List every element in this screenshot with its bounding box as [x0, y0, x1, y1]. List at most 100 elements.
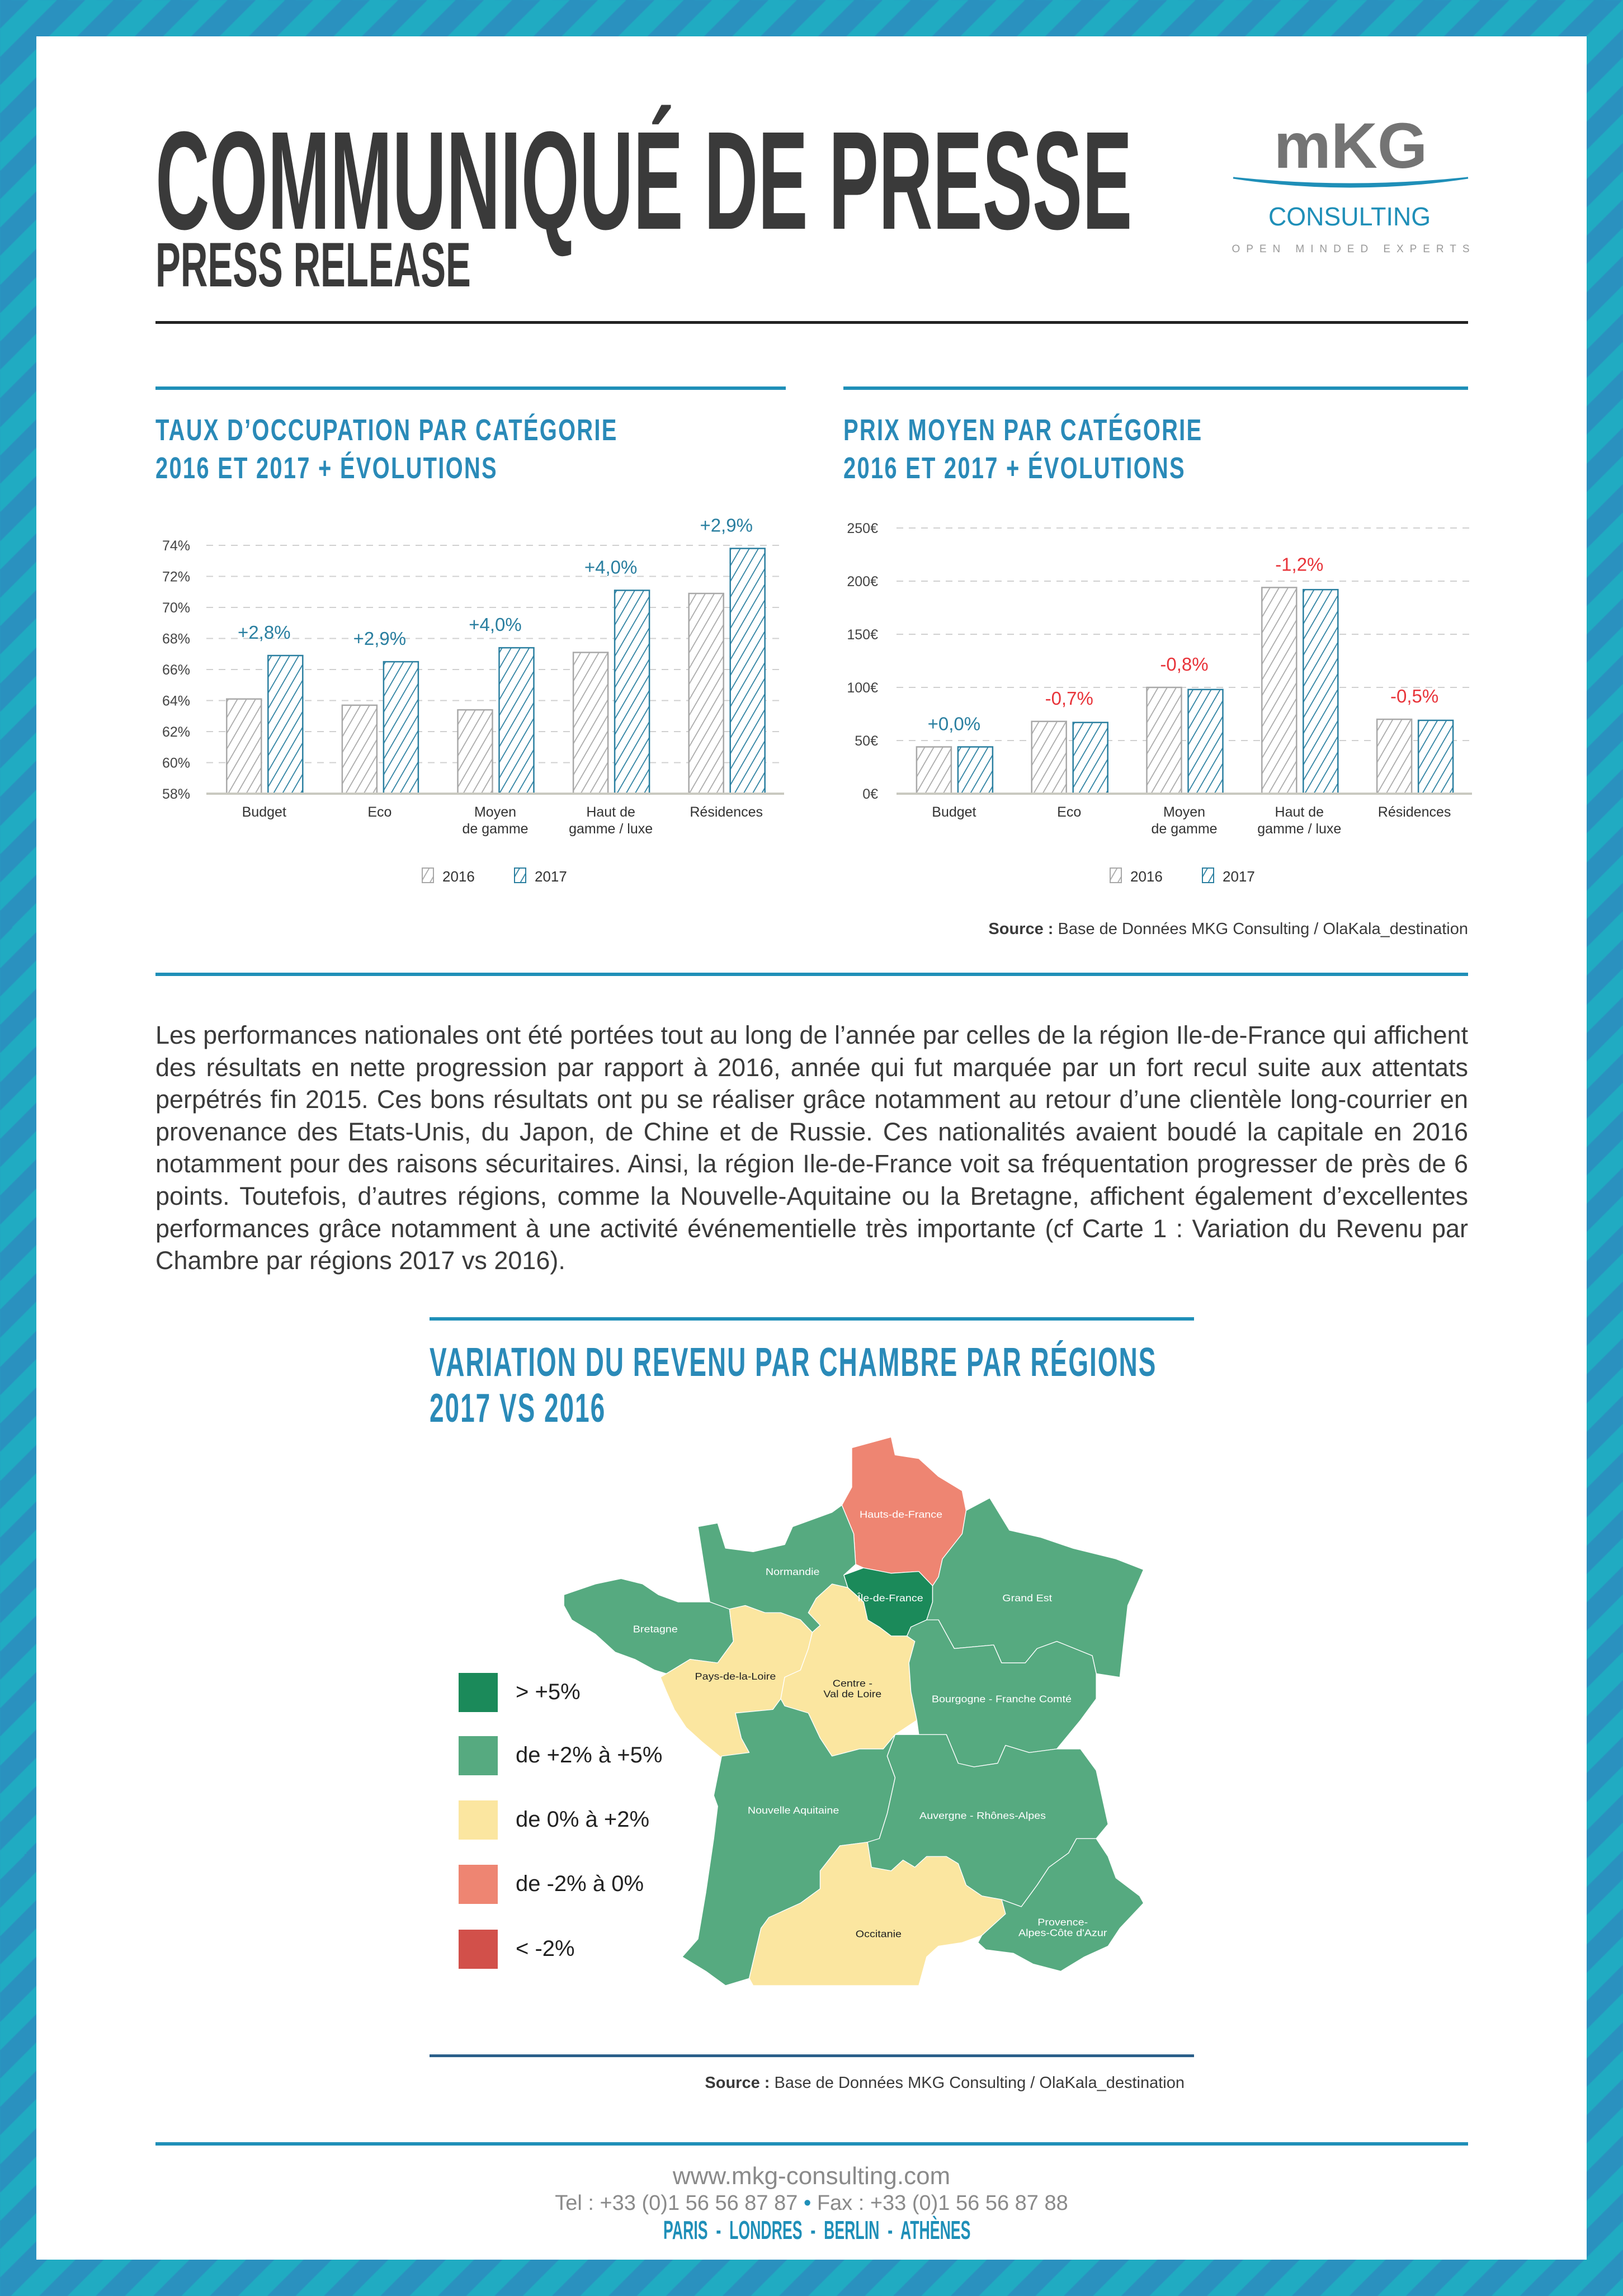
category-label: Budget	[242, 804, 286, 820]
region-label: Alpes-Côte d'Azur	[1018, 1927, 1107, 1938]
region-label: Provence-	[1037, 1916, 1088, 1927]
region-label: Auvergne - Rhônes-Alpes	[919, 1810, 1046, 1821]
y-tick-label: 74%	[162, 538, 190, 554]
category-label: Moyen	[474, 804, 516, 820]
body-paragraph: Les performances nationales ont été port…	[155, 1021, 1468, 1275]
price-bar-chart: 0€ 50€ 100€ 150€ 200€ 250€ +0,0% Budget -0,7% Eco…	[847, 521, 1472, 885]
legend-label: de +2% à +5%	[516, 1743, 663, 1767]
category-label: Résidences	[1378, 804, 1451, 820]
y-tick-label: 250€	[847, 521, 878, 536]
region-label: Bretagne	[633, 1623, 678, 1634]
footer-contact: Tel : +33 (0)1 56 56 87 87 • Fax : +33 (…	[0, 2191, 1623, 2215]
bar-2016	[1031, 720, 1067, 795]
occupancy-bar-chart: 58% 60% 62% 64% 66% 68% 70% 72% 74% +2,8% Budget +2…	[162, 515, 784, 885]
y-tick-label: 64%	[162, 694, 190, 709]
legend-label: > +5%	[516, 1680, 581, 1704]
evolution-label: -1,2%	[1275, 554, 1323, 574]
price-chart-title: PRIX MOYEN PAR CATÉGORIE 2016 ET 2017 + …	[843, 413, 1203, 485]
logo-tagline: OPEN MINDED EXPERTS	[1232, 243, 1470, 255]
footer-fax: Fax : +33 (0)1 56 56 87 88	[817, 2191, 1068, 2215]
region-label: Bourgogne - Franche Comté	[932, 1693, 1072, 1704]
map-source: Source : Base de Données MKG Consulting …	[705, 2074, 1185, 2092]
evolution-label: +0,0%	[928, 713, 981, 734]
bar-2016	[1261, 587, 1298, 795]
legend-swatch	[459, 1930, 498, 1969]
logo-name: CONSULTING	[1268, 202, 1431, 231]
legend-label-2017: 2017	[535, 868, 567, 885]
y-tick-label: 72%	[162, 569, 190, 585]
legend-swatch	[459, 1800, 498, 1840]
category-label: Budget	[932, 804, 976, 820]
evolution-label: -0,8%	[1160, 654, 1208, 675]
category-label: Haut de	[586, 804, 635, 820]
category-label: de gamme	[1151, 821, 1217, 837]
occupancy-chart-title: TAUX D’OCCUPATION PAR CATÉGORIE 2016 ET …	[155, 413, 618, 485]
logo-mark: mKG	[1274, 115, 1428, 182]
legend-swatch	[459, 1673, 498, 1712]
bar-2017	[614, 590, 650, 795]
category-label: Résidences	[690, 804, 763, 820]
category-label: Moyen	[1163, 804, 1205, 820]
region-label: Val de Loire	[823, 1688, 881, 1699]
y-tick-label: 66%	[162, 662, 190, 678]
evolution-label: +2,9%	[700, 515, 753, 536]
map-bottom-rule	[430, 2054, 1194, 2057]
evolution-label: +2,9%	[353, 628, 407, 649]
page-title: COMMUNIQUÉ DE PRESSE	[155, 102, 1133, 258]
bar-2017	[1303, 588, 1339, 795]
bar-2017	[1417, 719, 1454, 795]
y-tick-label: 62%	[162, 724, 190, 740]
y-tick-label: 68%	[162, 631, 190, 647]
bar-2017	[1072, 722, 1108, 795]
region-label: Normandie	[766, 1566, 820, 1577]
mkg-logo: mKG CONSULTING OPEN MINDED EXPERTS	[1232, 115, 1470, 255]
footer-website-link[interactable]: www.mkg-consulting.com	[672, 2162, 951, 2190]
y-tick-label: 60%	[162, 756, 190, 771]
legend-swatch-2017	[514, 868, 526, 883]
page-subtitle: PRESS RELEASE	[155, 230, 471, 300]
bar-2016	[457, 709, 493, 795]
evolution-label: +2,8%	[238, 622, 291, 643]
y-tick-label: 100€	[847, 680, 878, 696]
y-tick-label: 50€	[855, 733, 878, 749]
legend-label: de 0% à +2%	[516, 1807, 650, 1832]
legend-swatch	[459, 1736, 498, 1775]
bar-2016	[1376, 718, 1413, 795]
footer-rule	[155, 2142, 1468, 2146]
section-divider	[155, 973, 1468, 976]
bar-2017	[957, 746, 994, 795]
region-label: Pays-de-la-Loire	[695, 1671, 776, 1682]
region-label: Centre -	[833, 1677, 872, 1689]
legend-swatch-2017	[1202, 868, 1214, 883]
bar-2017	[729, 548, 766, 795]
legend-swatch	[459, 1865, 498, 1904]
legend-label: de -2% à 0%	[516, 1871, 644, 1896]
legend-label-2016: 2016	[1130, 868, 1163, 885]
france-regions-map: Hauts-de-France Île-de-France Normandie Bre…	[563, 1436, 1144, 1986]
bar-2016	[916, 746, 952, 795]
evolution-label: +4,0%	[584, 557, 638, 577]
region-provence-alpes-cote-d-azur	[977, 1838, 1144, 1972]
legend-label-2017: 2017	[1223, 868, 1255, 885]
map-title: VARIATION DU REVENU PAR CHAMBRE PAR RÉGI…	[430, 1340, 1157, 1431]
legend-label-2016: 2016	[442, 868, 475, 885]
logo-arc	[1233, 177, 1469, 188]
category-label: Eco	[367, 804, 391, 820]
header-divider	[155, 321, 1468, 324]
map-top-rule	[430, 1317, 1194, 1321]
footer-separator: •	[803, 2191, 812, 2215]
footer-tel: Tel : +33 (0)1 56 56 87 87	[555, 2191, 798, 2215]
y-tick-label: 58%	[162, 786, 190, 802]
region-label: Hauts-de-France	[860, 1508, 942, 1520]
legend-swatch-2016	[422, 868, 434, 883]
bar-2017	[383, 661, 419, 795]
evolution-label: -0,5%	[1390, 686, 1438, 706]
region-label: Grand Est	[1002, 1592, 1053, 1604]
category-label: Eco	[1057, 804, 1081, 820]
y-tick-label: 200€	[847, 574, 878, 590]
bar-2016	[1146, 686, 1182, 795]
bar-2016	[226, 698, 262, 795]
region-label: Occitanie	[856, 1928, 902, 1939]
category-label: gamme / luxe	[569, 821, 653, 837]
category-label: de gamme	[462, 821, 528, 837]
